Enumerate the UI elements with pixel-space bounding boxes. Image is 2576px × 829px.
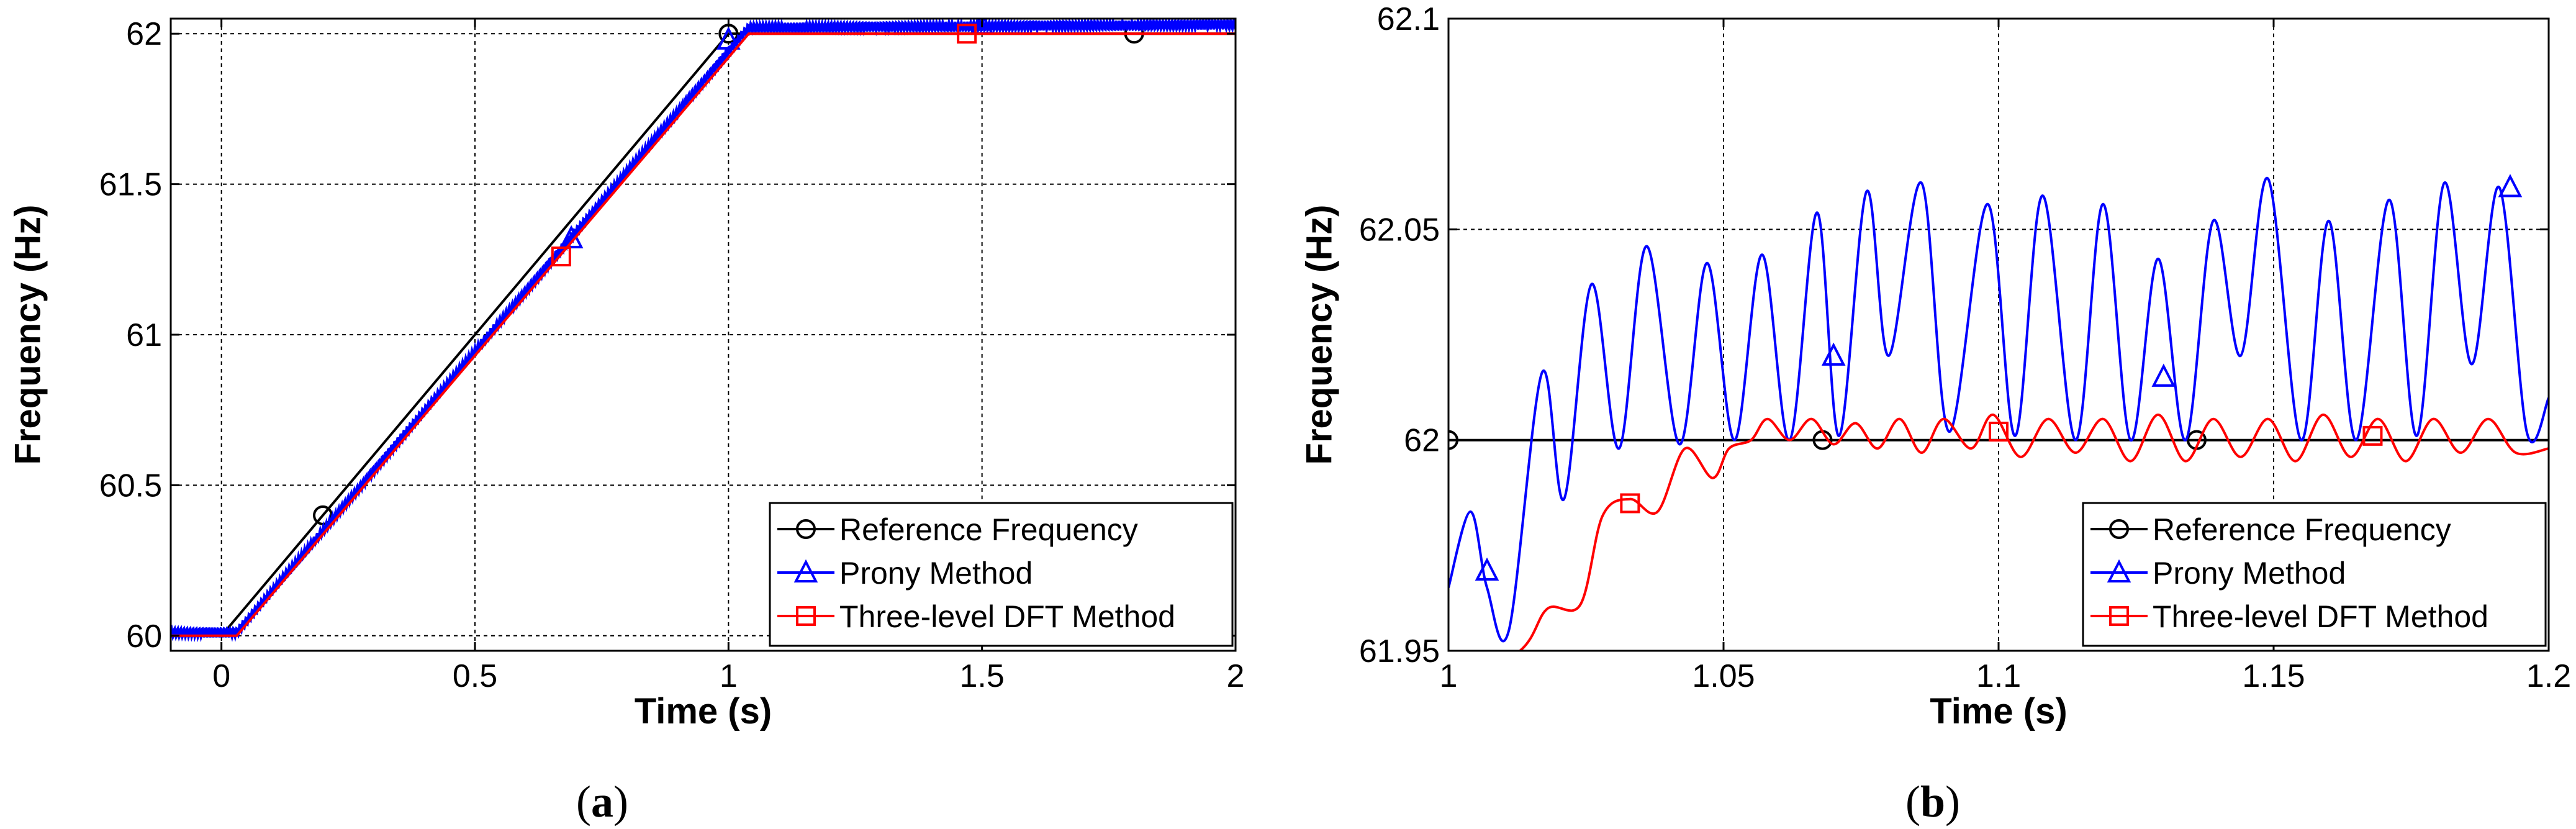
y-tick-label: 62.05 bbox=[1359, 212, 1440, 248]
y-tick-label: 62 bbox=[1404, 423, 1440, 459]
legend-swatch-marker bbox=[796, 519, 816, 539]
legend-entry-label: Reference Frequency bbox=[2153, 512, 2451, 547]
legend-swatch-marker bbox=[2109, 606, 2129, 626]
legend: Reference Frequency Prony Method Three-lev… bbox=[2082, 502, 2547, 647]
x-axis-label: Time (s) bbox=[635, 691, 772, 732]
legend-entry-label: Three-level DFT Method bbox=[2153, 599, 2488, 634]
y-tick-label: 62 bbox=[126, 16, 162, 52]
y-axis-label: Frequency (Hz) bbox=[1299, 205, 1340, 465]
x-tick-label: 1.15 bbox=[2242, 658, 2305, 694]
x-tick-label: 1.05 bbox=[1692, 658, 1755, 694]
series-group bbox=[1448, 174, 2549, 651]
series-group bbox=[171, 19, 1236, 643]
legend-entry-label: Reference Frequency bbox=[839, 512, 1138, 547]
x-tick-label: 1.1 bbox=[1976, 658, 2021, 694]
legend-swatch-marker bbox=[793, 559, 818, 582]
y-tick-label: 61.95 bbox=[1359, 633, 1440, 669]
y-tick-label: 61 bbox=[126, 317, 162, 353]
series-marker-1 bbox=[716, 26, 741, 50]
series-marker-2 bbox=[1989, 422, 2009, 442]
x-tick-label: 1 bbox=[1440, 658, 1458, 694]
y-tick-label: 61.5 bbox=[99, 167, 162, 203]
series-line-1 bbox=[171, 19, 1236, 643]
series-marker-1 bbox=[2498, 174, 2523, 197]
series-marker-2 bbox=[957, 24, 977, 44]
x-tick-label: 1.2 bbox=[2526, 658, 2571, 694]
legend: Reference Frequency Prony Method Three-lev… bbox=[769, 502, 1234, 647]
x-tick-label: 0 bbox=[212, 658, 230, 694]
x-tick-label: 1.5 bbox=[960, 658, 1005, 694]
legend-entry-label: Three-level DFT Method bbox=[839, 599, 1175, 634]
chart-panel-0: 0 0.5 1 1.5 2 60 60.5 61 61.5 62 Time (s) Frequency… bbox=[8, 16, 1245, 827]
y-tick-label: 60.5 bbox=[99, 468, 162, 504]
y-tick-label: 62.1 bbox=[1377, 1, 1440, 37]
series-marker-2 bbox=[1620, 493, 1640, 514]
legend-box bbox=[769, 502, 1234, 647]
panel-label: (a) bbox=[576, 777, 628, 827]
x-tick-label: 1 bbox=[720, 658, 738, 694]
x-axis-label: Time (s) bbox=[1930, 691, 2067, 732]
legend-swatch-marker bbox=[2107, 559, 2131, 582]
legend-entry-label: Prony Method bbox=[839, 556, 1033, 591]
series-marker-1 bbox=[1475, 557, 1499, 581]
chart-panel-1: 1 1.05 1.1 1.15 1.2 61.95 62 62.05 62.1 Time (s) F… bbox=[1299, 1, 2572, 827]
series-marker-2 bbox=[551, 246, 571, 266]
legend-box bbox=[2082, 502, 2547, 647]
series-marker-1 bbox=[1821, 342, 1846, 366]
legend-swatch-marker bbox=[2109, 519, 2129, 539]
series-marker-2 bbox=[2362, 425, 2383, 446]
legend-swatch-marker bbox=[796, 606, 816, 626]
panel-label: (b) bbox=[1905, 777, 1960, 827]
x-tick-label: 0.5 bbox=[453, 658, 497, 694]
series-line-2 bbox=[1517, 413, 2549, 651]
series-line-2 bbox=[171, 32, 1236, 637]
legend-entry-label: Prony Method bbox=[2153, 556, 2346, 591]
series-marker-1 bbox=[2151, 363, 2176, 387]
series-line-1 bbox=[1448, 176, 2549, 643]
x-tick-label: 2 bbox=[1227, 658, 1245, 694]
y-axis-label: Frequency (Hz) bbox=[8, 205, 48, 465]
y-tick-label: 60 bbox=[126, 618, 162, 655]
